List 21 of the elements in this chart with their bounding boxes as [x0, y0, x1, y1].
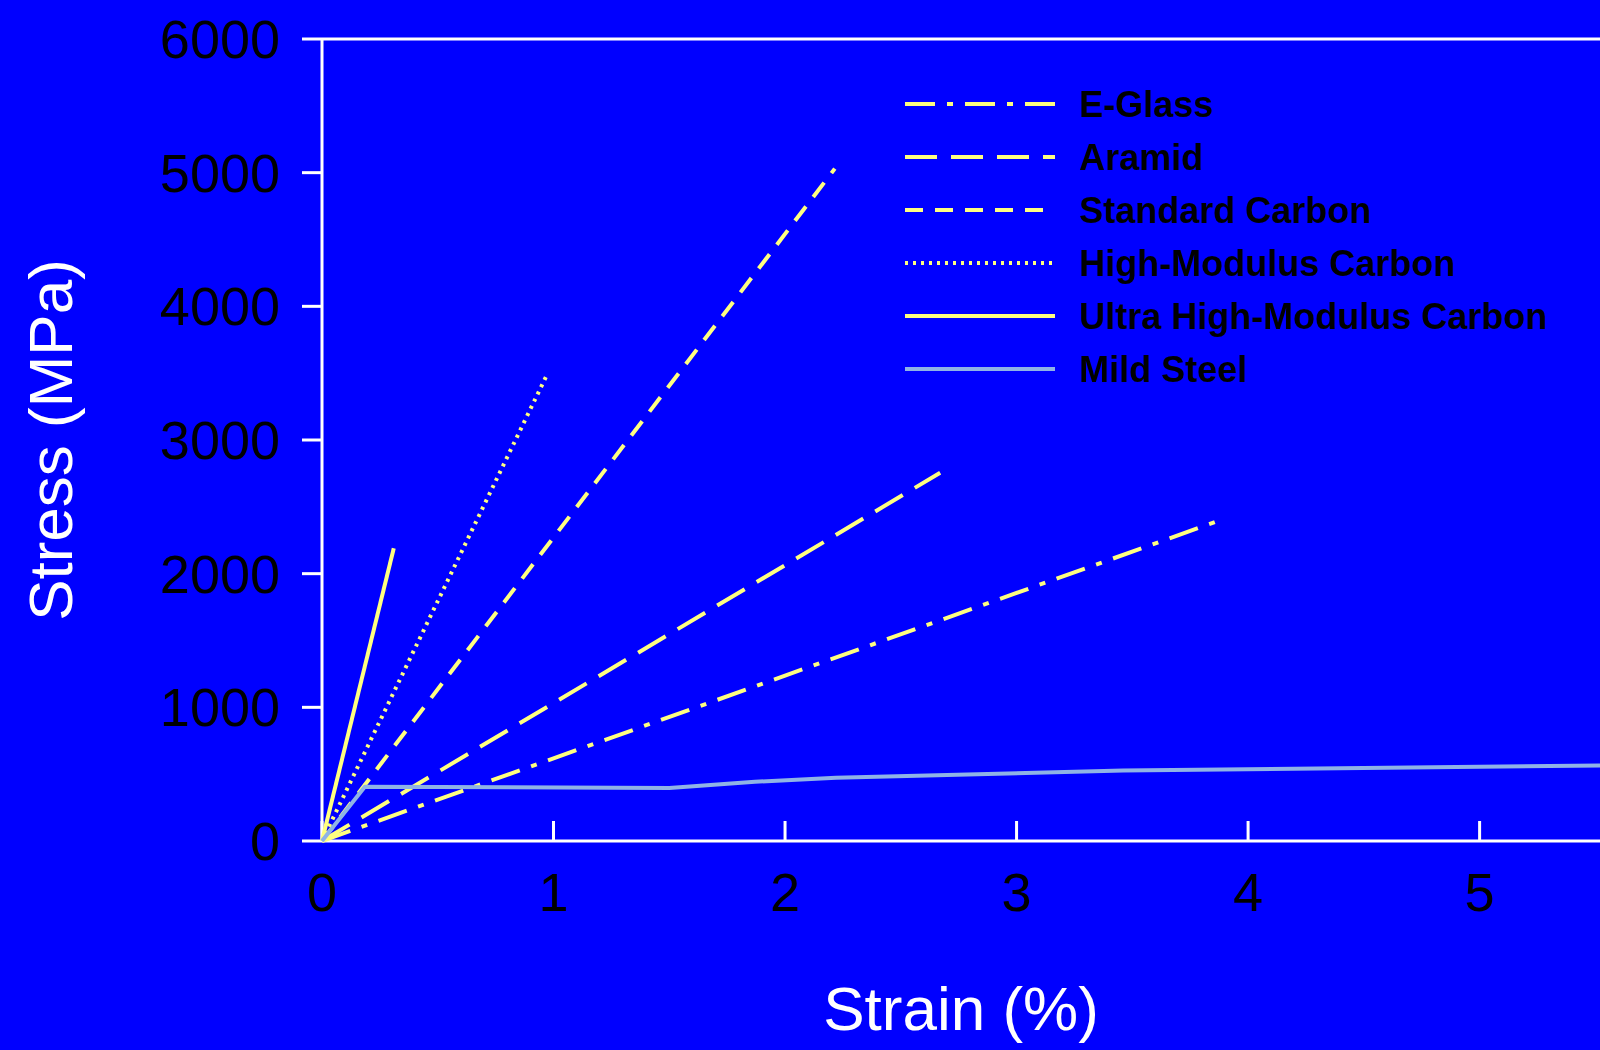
x-axis-title: Strain (%)	[823, 974, 1099, 1043]
legend-label: E-Glass	[1079, 83, 1214, 125]
y-tick-label: 2000	[159, 543, 280, 604]
x-tick-label: 3	[1001, 862, 1032, 922]
legend-label: Standard Carbon	[1079, 189, 1372, 231]
legend-label: Ultra High-Modulus Carbon	[1079, 295, 1547, 337]
y-tick-label: 5000	[159, 142, 280, 203]
y-tick-label: 4000	[159, 276, 280, 337]
y-tick-label: 0	[249, 810, 280, 871]
legend-label: Aramid	[1079, 136, 1204, 178]
x-tick-label: 2	[770, 862, 801, 922]
y-tick-label: 6000	[159, 8, 280, 69]
x-tick-label: 0	[306, 862, 338, 922]
x-tick-label: 4	[1233, 862, 1264, 922]
y-tick-label: 1000	[159, 677, 280, 738]
legend-label: Mild Steel	[1079, 348, 1248, 390]
x-tick-label: 5	[1464, 862, 1495, 922]
y-axis-title: Stress (MPa)	[16, 259, 85, 621]
x-tick-label: 1	[538, 862, 569, 922]
y-tick-label: 3000	[159, 409, 280, 470]
legend-label: High-Modulus Carbon	[1079, 242, 1455, 284]
